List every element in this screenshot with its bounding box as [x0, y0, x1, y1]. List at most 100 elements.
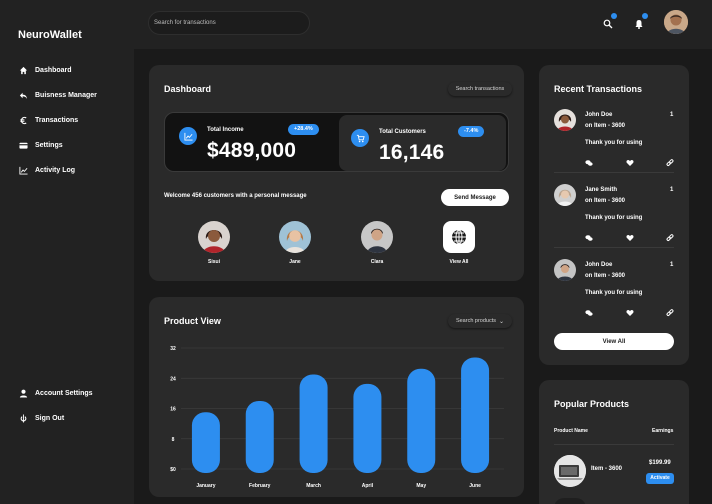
heart-icon[interactable]	[626, 304, 634, 316]
card-title: Recent Transactions	[554, 84, 643, 94]
dashboard-card: Dashboard Search transactions Total Inco…	[149, 65, 524, 281]
view-all-transactions-button[interactable]: View All	[554, 333, 674, 350]
divider	[554, 444, 674, 445]
heart-icon[interactable]	[626, 229, 634, 241]
card-icon	[18, 140, 28, 150]
divider	[554, 172, 674, 173]
sidebar-item-account-settings[interactable]: Account Settings	[18, 386, 93, 400]
y-tick-label: 32	[170, 346, 176, 352]
heart-icon[interactable]	[626, 154, 634, 166]
link-icon[interactable]	[666, 154, 674, 166]
sidebar-item-label: Buisness Manager	[35, 91, 97, 99]
sidebar-item-business-manager[interactable]: Buisness Manager	[18, 88, 97, 102]
search-products-button[interactable]: Search products ⌄	[448, 314, 512, 328]
total-income-stat: Total Income $489,000 +28.4%	[167, 113, 335, 169]
bar[interactable]	[299, 374, 328, 473]
popular-products-card: Popular Products Product Name Earnings I…	[539, 380, 689, 504]
trend-line-icon	[18, 165, 28, 175]
card-title: Dashboard	[164, 84, 212, 94]
sidebar-item-settings[interactable]: Settings	[18, 138, 63, 152]
bar-chart: $0 8 16 24 32 January February March April May Jun…	[170, 346, 504, 489]
sidebar-item-transactions[interactable]: Transactions	[18, 113, 78, 127]
x-tick-label: March	[306, 483, 321, 489]
bar[interactable]	[245, 400, 274, 473]
customer-name: Jane	[289, 259, 301, 265]
tx-item: on Item - 3600	[585, 123, 626, 129]
sidebar-item-label: Activity Log	[35, 166, 76, 174]
product-view-card: Product View Search products ⌄ $0 8 16 24 32…	[149, 297, 524, 497]
avatar[interactable]	[361, 221, 393, 253]
bar[interactable]	[353, 383, 382, 473]
x-tick-label: February	[249, 483, 271, 489]
avatar[interactable]	[664, 10, 688, 34]
customer-name: Sisui	[208, 259, 220, 265]
cart-icon	[351, 129, 369, 147]
link-icon[interactable]	[666, 304, 674, 316]
change-badge: -7.4%	[458, 126, 485, 137]
comment-icon[interactable]	[585, 154, 593, 166]
stat-label: Total Customers	[379, 129, 426, 135]
comment-icon[interactable]	[585, 229, 593, 241]
tx-message: Thank you for using	[585, 140, 643, 146]
sidebar: NeuroWallet Dashboard Buisness Manager T…	[0, 0, 134, 504]
sidebar-item-label: Sign Out	[35, 414, 65, 422]
sidebar-item-label: Account Settings	[35, 389, 93, 397]
y-tick-label: 8	[172, 437, 175, 443]
search-icon[interactable]	[603, 13, 617, 29]
user-icon	[18, 388, 28, 398]
sidebar-item-dashboard[interactable]: Dashboard	[18, 63, 72, 77]
notification-dot	[611, 13, 617, 19]
stat-value: $489,000	[207, 139, 297, 162]
sidebar-item-label: Settings	[35, 141, 63, 149]
link-icon[interactable]	[666, 229, 674, 241]
avatar[interactable]	[554, 259, 576, 281]
customer-name: Clara	[370, 259, 384, 265]
view-all-customers-button[interactable]	[443, 221, 475, 253]
top-bar: Search for transactions	[134, 0, 712, 49]
globe-icon	[452, 229, 466, 245]
customer-name[interactable]: View All	[449, 259, 469, 265]
sidebar-item-label: Transactions	[35, 116, 79, 124]
stats-panel: Total Income $489,000 +28.4% Total Custo…	[164, 112, 509, 172]
tx-count: 1	[670, 262, 674, 268]
card-title: Product View	[164, 316, 221, 326]
avatar[interactable]	[554, 184, 576, 206]
product-image	[554, 498, 586, 504]
comment-icon[interactable]	[585, 304, 593, 316]
total-customers-stat: Total Customers 16,146 -7.4%	[339, 115, 506, 171]
bar[interactable]	[461, 357, 490, 473]
tx-message: Thank you for using	[585, 290, 643, 296]
tx-item: on Item - 3600	[585, 198, 626, 204]
avatar[interactable]	[554, 109, 576, 131]
card-title: Popular Products	[554, 399, 630, 409]
send-message-button[interactable]: Send Message	[441, 189, 509, 206]
stat-value: 16,146	[379, 141, 445, 164]
tx-count: 1	[670, 187, 674, 193]
avatar[interactable]	[198, 221, 230, 253]
button-label: Search products	[455, 318, 497, 324]
product-name: Item - 3600	[591, 466, 623, 472]
x-tick-label: April	[362, 483, 374, 489]
bell-icon[interactable]	[634, 13, 648, 29]
y-tick-label: $0	[170, 467, 176, 473]
y-tick-label: 24	[170, 376, 176, 382]
activate-button[interactable]: Activate	[646, 473, 674, 484]
column-header: Earnings	[652, 428, 674, 434]
sign-out-icon	[18, 413, 28, 423]
bar[interactable]	[407, 368, 436, 473]
stat-label: Total Income	[207, 127, 244, 133]
sidebar-item-activity-log[interactable]: Activity Log	[18, 163, 75, 177]
x-tick-label: January	[196, 483, 215, 489]
bar[interactable]	[191, 412, 220, 473]
tx-name: John Doe	[585, 262, 613, 268]
search-transactions-button[interactable]: Search transactions	[448, 82, 512, 96]
tx-message: Thank you for using	[585, 215, 643, 221]
avatar[interactable]	[279, 221, 311, 253]
reply-arrow-icon	[18, 90, 28, 100]
sidebar-item-sign-out[interactable]: Sign Out	[18, 411, 64, 425]
notification-dot	[642, 13, 648, 19]
search-input[interactable]: Search for transactions	[148, 11, 310, 35]
sidebar-item-label: Dashboard	[35, 66, 72, 74]
x-tick-label: June	[469, 483, 481, 489]
chart-icon	[179, 127, 197, 145]
